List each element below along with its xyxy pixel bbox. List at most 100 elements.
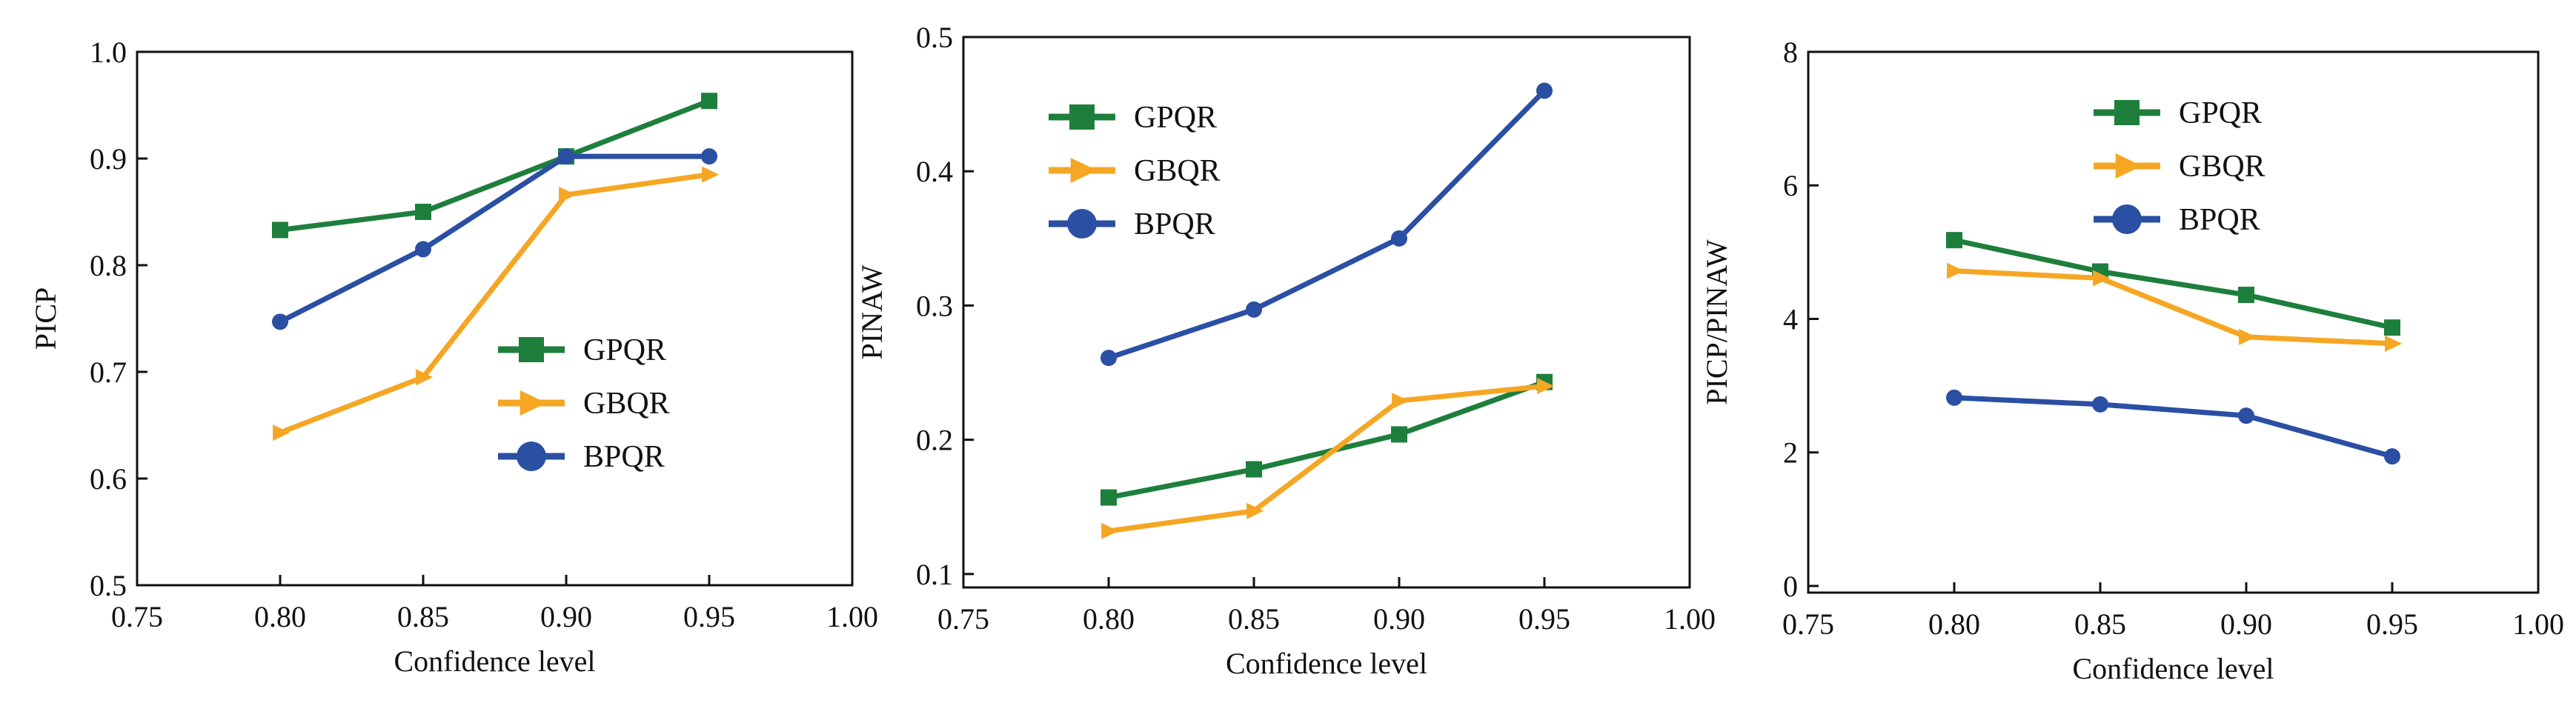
- y-tick-label: 0: [1783, 570, 1798, 603]
- data-point: [2092, 396, 2108, 413]
- x-tick-label: 1.00: [826, 600, 878, 633]
- series-gpqr: [272, 93, 717, 239]
- legend: GPQR GBQR BPQR: [2094, 96, 2265, 237]
- legend-label: BPQR: [583, 440, 665, 474]
- series-line-bpqr: [1107, 89, 1547, 361]
- x-tick-label: 0.80: [1928, 607, 1980, 641]
- legend-marker-square: [1069, 104, 1095, 130]
- x-axis-label: Confidence level: [394, 644, 595, 678]
- series-bpqr: [272, 148, 717, 330]
- y-tick-label: 8: [1783, 36, 1798, 69]
- x-tick-label: 0.75: [937, 602, 989, 636]
- legend-label: GBQR: [1134, 154, 1221, 188]
- series-bpqr: [1101, 82, 1553, 367]
- data-point: [2384, 448, 2400, 465]
- chart-2: 0.75 0.80 0.85 0.90 0.95 1.00 0.1 0.2 0.3 0.4 0.5 C…: [855, 21, 1716, 680]
- y-tick-label: 0.5: [90, 569, 127, 602]
- x-tick-label: 0.95: [2366, 607, 2418, 641]
- x-tick-label: 0.75: [111, 600, 163, 633]
- y-tick-label: 0.5: [916, 21, 953, 54]
- y-axis-label: PINAW: [855, 264, 889, 359]
- legend-label: GPQR: [2179, 96, 2262, 130]
- chart-3: 0.75 0.80 0.85 0.90 0.95 1.00 0 2 4 6 8 Confidence …: [1700, 36, 2564, 685]
- legend-label: GPQR: [583, 333, 666, 367]
- data-point: [2238, 287, 2254, 304]
- plot-frame: [1807, 50, 2540, 594]
- y-tick-label: 0.6: [90, 462, 127, 496]
- data-point: [1101, 522, 1119, 539]
- y-tick-label: 0.3: [916, 289, 953, 322]
- x-tick-label: 0.75: [1782, 607, 1834, 641]
- y-tick-label: 0.7: [90, 356, 127, 389]
- data-point: [1101, 489, 1117, 506]
- legend: GPQR GBQR BPQR: [498, 333, 670, 474]
- data-point: [416, 369, 434, 386]
- x-tick-label: 0.90: [1373, 602, 1425, 636]
- legend-label: GPQR: [1134, 101, 1217, 135]
- legend-label: GBQR: [583, 387, 670, 421]
- data-point: [1946, 232, 1962, 249]
- data-point: [701, 148, 717, 165]
- legend-marker-square: [519, 337, 544, 362]
- data-point: [2384, 319, 2400, 336]
- data-point: [1246, 461, 1262, 478]
- series-gbqr: [273, 166, 720, 442]
- series-line-gbqr: [1108, 383, 1545, 534]
- legend-label: BPQR: [1134, 207, 1215, 241]
- y-tick-label: 4: [1783, 302, 1798, 336]
- x-axis-label: Confidence level: [2072, 652, 2274, 685]
- series-line-gbqr: [279, 172, 710, 436]
- data-point: [1392, 393, 1410, 410]
- data-point: [415, 204, 431, 220]
- data-point: [1101, 350, 1117, 367]
- x-tick-label: 0.90: [540, 600, 592, 633]
- y-tick-label: 6: [1783, 169, 1798, 202]
- y-tick-label: 0.4: [916, 155, 953, 188]
- x-tick-label: 0.80: [254, 600, 306, 633]
- chart-1: 0.75 0.80 0.85 0.90 0.95 1.00 0.5 0.6 0.7 0.8 0.9 1…: [29, 36, 878, 678]
- legend-label: GBQR: [2179, 150, 2265, 184]
- data-point: [702, 166, 720, 183]
- plot-frame: [962, 36, 1691, 589]
- x-tick-label: 0.95: [1518, 602, 1570, 636]
- y-tick-label: 0.9: [90, 142, 127, 176]
- legend-marker-triangle-right: [1070, 158, 1098, 183]
- y-tick-label: 0.8: [90, 249, 127, 282]
- series-gbqr: [1947, 262, 2403, 352]
- x-tick-label: 0.95: [683, 600, 735, 633]
- series-gbqr: [1101, 378, 1555, 539]
- y-axis-label: PICP: [29, 287, 62, 350]
- data-point: [2238, 407, 2254, 424]
- plot-frame: [136, 50, 854, 587]
- x-tick-label: 0.85: [1228, 602, 1280, 636]
- y-axis-label: PICP/PINAW: [1700, 239, 1733, 405]
- data-point: [559, 186, 577, 203]
- series-gpqr: [1946, 232, 2400, 336]
- data-point: [1246, 301, 1262, 318]
- series-bpqr: [1946, 389, 2400, 465]
- series-line-gpqr: [1953, 237, 2393, 330]
- legend-label: BPQR: [2179, 203, 2260, 237]
- series-line-gbqr: [1953, 268, 2393, 347]
- data-point: [701, 93, 717, 110]
- x-tick-label: 1.00: [1664, 602, 1716, 636]
- series-line-gpqr: [279, 98, 711, 233]
- data-point: [1537, 378, 1555, 395]
- x-tick-label: 0.90: [2220, 607, 2272, 641]
- series-line-bpqr: [279, 153, 709, 324]
- legend-marker-triangle-right: [2115, 153, 2142, 179]
- series-line-gpqr: [1108, 379, 1546, 501]
- x-tick-label: 1.00: [2512, 607, 2564, 641]
- x-tick-label: 0.80: [1083, 602, 1135, 636]
- legend-marker-circle: [2112, 204, 2142, 234]
- y-tick-label: 1.0: [90, 36, 127, 69]
- data-point: [273, 424, 291, 442]
- x-axis-label: Confidence level: [1226, 647, 1427, 680]
- data-point: [415, 241, 431, 258]
- data-point: [1246, 502, 1264, 519]
- data-point: [272, 313, 288, 330]
- data-point: [558, 148, 574, 165]
- data-point: [1947, 262, 1965, 279]
- data-point: [1536, 82, 1553, 99]
